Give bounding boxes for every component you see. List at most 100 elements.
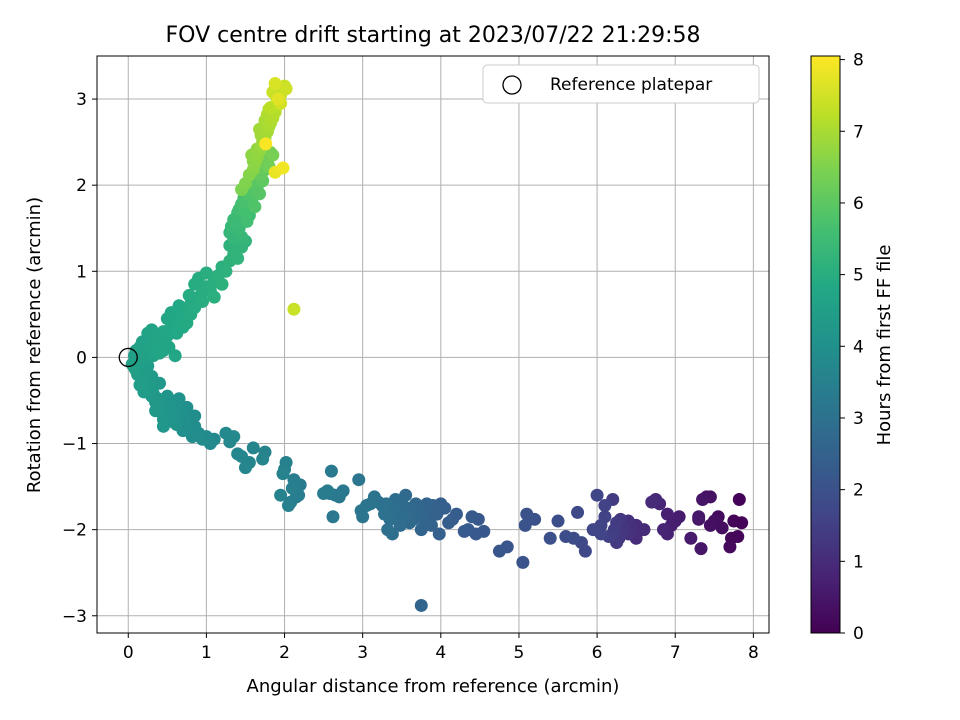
legend-marker-reference-platepar <box>502 75 522 95</box>
data-point <box>285 481 299 495</box>
colorbar-gradient <box>810 55 841 634</box>
data-point <box>354 504 368 518</box>
data-point <box>559 530 573 544</box>
data-point <box>246 441 260 455</box>
data-point <box>518 518 532 532</box>
data-point <box>432 527 446 541</box>
data-point <box>274 488 288 502</box>
colorbar: 0 1 2 3 4 5 6 7 8 Hours from first FF file <box>810 51 895 644</box>
y-tick-label: −3 <box>62 607 87 627</box>
data-point <box>399 488 413 502</box>
data-point <box>207 290 221 304</box>
data-point <box>352 473 366 487</box>
data-point <box>393 518 407 532</box>
data-point <box>240 214 254 228</box>
colorbar-label: Hours from first FF file <box>874 245 895 446</box>
legend: Reference platepar <box>482 64 760 104</box>
colorbar-tick-label: 6 <box>853 194 864 214</box>
data-point <box>149 404 163 418</box>
data-point <box>248 200 262 214</box>
x-tick-label: 3 <box>357 643 368 663</box>
legend-entry-reference-platepar: Reference platepar <box>550 75 712 95</box>
y-tick-label: −2 <box>62 521 87 541</box>
data-point <box>238 461 252 475</box>
x-axis-label: Angular distance from reference (arcmin) <box>247 676 620 697</box>
data-point <box>259 137 273 151</box>
data-point <box>231 251 245 265</box>
data-point <box>598 499 612 513</box>
colorbar-tick-label: 1 <box>853 552 864 572</box>
data-point <box>703 518 717 532</box>
data-point <box>271 92 285 106</box>
data-point <box>645 495 659 509</box>
colorbar-tick-label: 8 <box>853 51 864 71</box>
data-point <box>256 452 270 466</box>
data-point <box>253 187 267 201</box>
y-tick-label: 1 <box>76 262 87 282</box>
data-point <box>551 514 565 528</box>
y-tick-label: 2 <box>76 176 87 196</box>
plot-frame <box>96 55 770 634</box>
data-point <box>153 346 167 360</box>
y-tick-label: −1 <box>62 435 87 455</box>
data-point <box>694 542 708 556</box>
data-point <box>266 148 280 162</box>
x-tick-label: 2 <box>279 643 290 663</box>
data-point <box>516 555 530 569</box>
data-point <box>696 493 710 507</box>
data-point <box>414 523 428 537</box>
data-point <box>660 507 674 521</box>
x-tick-label: 1 <box>201 643 212 663</box>
chart-title: FOV centre drift starting at 2023/07/22 … <box>166 23 701 48</box>
legend-box <box>482 64 760 104</box>
reference-platepar-marker <box>118 347 138 368</box>
colorbar-ticks: 0 1 2 3 4 5 6 7 8 <box>840 51 864 644</box>
data-point <box>590 488 604 502</box>
data-point <box>268 77 282 91</box>
data-point <box>133 378 147 392</box>
data-point <box>229 217 243 231</box>
data-point <box>326 510 340 524</box>
y-axis-label: Rotation from reference (arcmin) <box>24 197 45 493</box>
x-tick-label: 4 <box>435 643 446 663</box>
colorbar-tick-label: 0 <box>853 624 864 644</box>
data-point <box>732 493 746 507</box>
data-point <box>571 505 585 519</box>
data-point <box>156 419 170 433</box>
data-point <box>231 447 245 461</box>
grid-lines <box>97 56 769 633</box>
data-point <box>324 464 338 478</box>
data-point <box>586 523 600 537</box>
data-points <box>125 77 749 612</box>
data-point <box>492 544 506 558</box>
y-tick-label: 3 <box>76 90 87 110</box>
data-point <box>215 277 229 291</box>
colorbar-tick-label: 4 <box>853 337 864 357</box>
data-point <box>657 523 671 537</box>
data-point <box>684 531 698 545</box>
data-point <box>276 467 290 481</box>
data-point <box>195 294 209 308</box>
colorbar-tick-label: 2 <box>853 481 864 501</box>
data-point <box>543 531 557 545</box>
y-axis-ticks: −3 −2 −1 0 1 2 3 <box>62 90 97 627</box>
data-point <box>414 598 428 612</box>
data-point <box>279 82 293 96</box>
data-point <box>457 524 471 538</box>
data-point <box>692 510 706 524</box>
x-tick-label: 7 <box>670 643 681 663</box>
data-point <box>199 266 213 280</box>
colorbar-tick-label: 3 <box>853 409 864 429</box>
x-tick-label: 6 <box>592 643 603 663</box>
data-point <box>281 499 295 513</box>
y-tick-label: 0 <box>76 348 87 368</box>
data-point <box>442 516 456 530</box>
x-axis-ticks: 0 1 2 3 4 5 6 7 8 <box>123 633 759 663</box>
data-point <box>219 426 233 440</box>
x-tick-label: 0 <box>123 643 134 663</box>
data-point <box>727 514 741 528</box>
data-point <box>317 486 331 500</box>
data-point <box>168 349 182 363</box>
colorbar-tick-label: 7 <box>853 122 864 142</box>
